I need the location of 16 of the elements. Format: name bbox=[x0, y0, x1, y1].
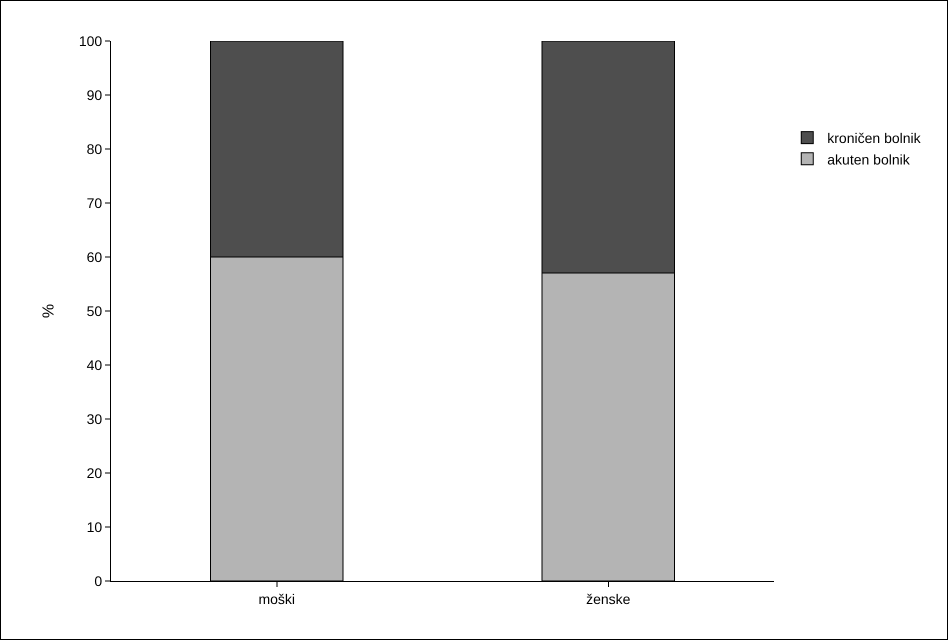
y-tick-label: 90 bbox=[86, 86, 102, 103]
y-tick-label: 50 bbox=[86, 302, 102, 319]
legend-label: akuten bolnik bbox=[827, 151, 911, 168]
y-tick-label: 30 bbox=[86, 410, 102, 427]
y-tick-label: 10 bbox=[86, 518, 102, 535]
y-tick-label: 60 bbox=[86, 248, 102, 265]
x-tick-label: moški bbox=[258, 590, 296, 607]
x-tick-label: ženske bbox=[586, 590, 631, 607]
y-tick-label: 0 bbox=[94, 572, 102, 589]
y-axis-title: % bbox=[40, 304, 58, 318]
legend-label: kroničen bolnik bbox=[827, 130, 922, 146]
y-tick-label: 70 bbox=[86, 194, 102, 211]
y-tick-label: 80 bbox=[86, 140, 102, 157]
y-tick-label: 20 bbox=[86, 464, 102, 481]
y-tick-label: 40 bbox=[86, 356, 102, 373]
y-tick-label: 100 bbox=[78, 32, 102, 49]
